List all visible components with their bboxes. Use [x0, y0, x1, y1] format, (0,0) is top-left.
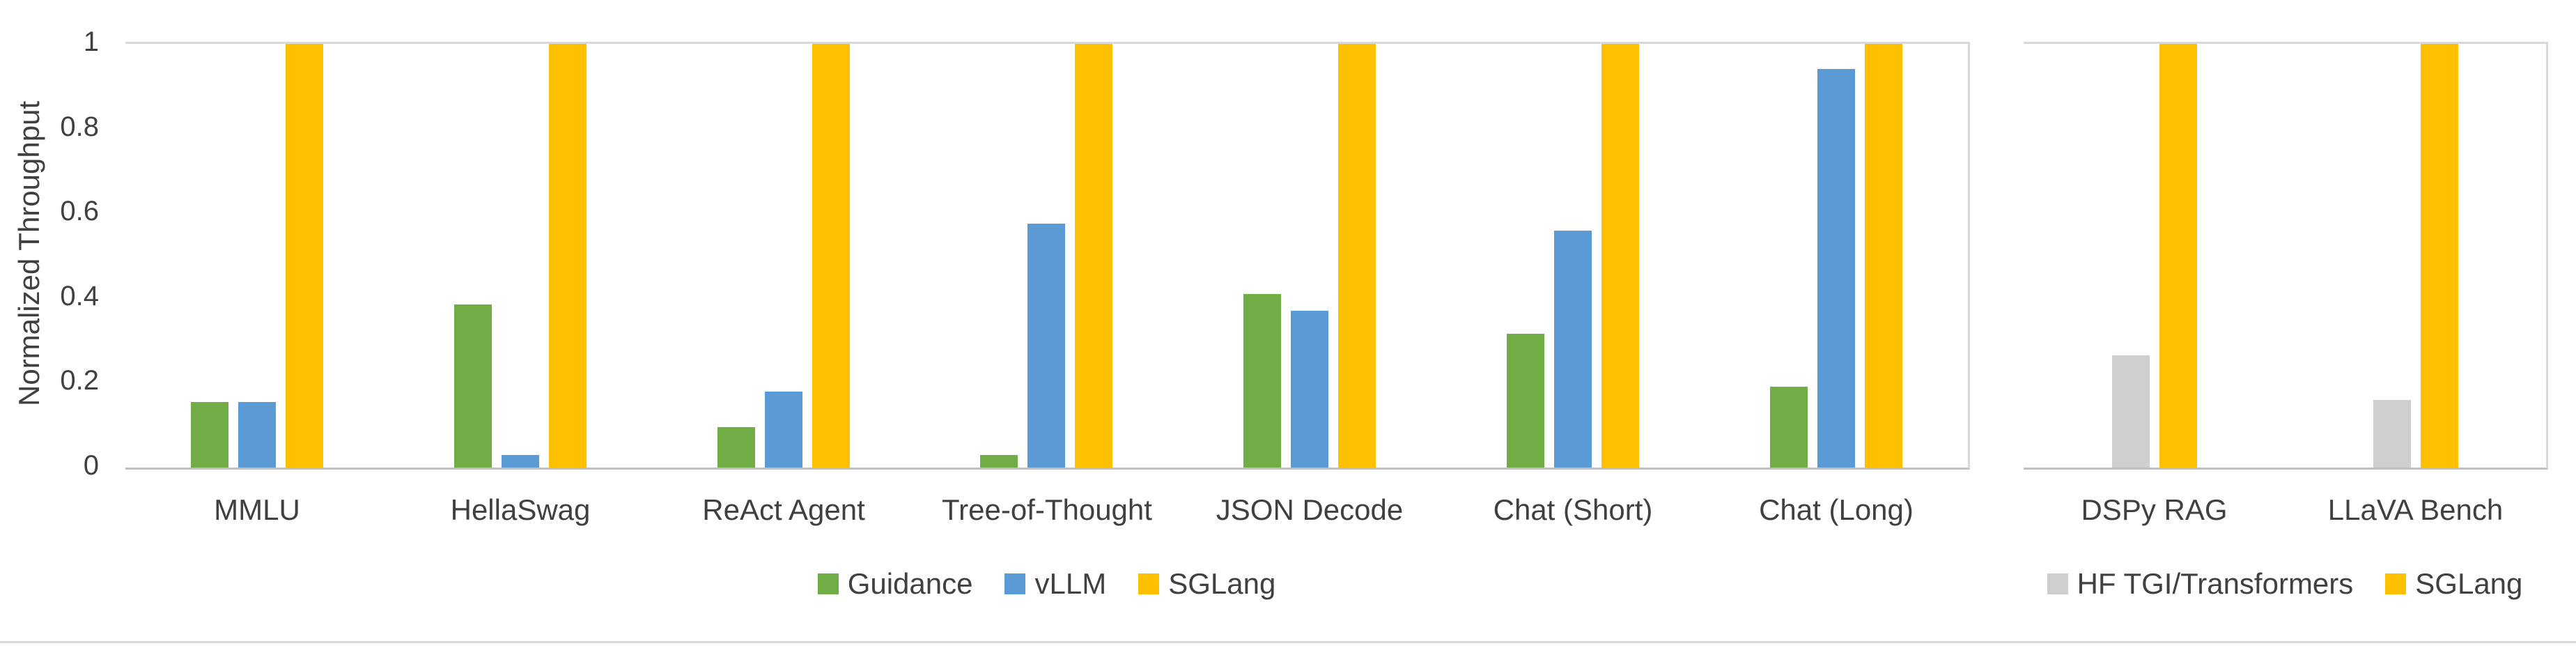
bar-guidance: [454, 304, 492, 468]
bar-sglang: [2421, 44, 2458, 468]
x-axis-label: LLaVA Bench: [2327, 493, 2504, 526]
y-tick-label: 0.4: [60, 281, 99, 311]
bar-sglang: [1075, 44, 1112, 468]
bar-sglang: [1865, 44, 1902, 468]
legend-item-guidance: Guidance: [817, 567, 973, 601]
bar-guidance: [1507, 334, 1544, 468]
bar-vllm: [1817, 69, 1855, 468]
bar-guidance: [1243, 294, 1281, 468]
y-tick-label: 0.6: [60, 196, 99, 226]
legend: Guidance vLLM SGLang: [125, 566, 1968, 602]
y-tick-label: 1: [83, 26, 99, 57]
bar-sglang: [1338, 44, 1376, 468]
y-axis-title: Normalized Throughput: [13, 100, 45, 407]
bottom-divider: [0, 641, 2576, 643]
bar-sglang: [286, 44, 323, 468]
plot-area: [2024, 42, 2548, 470]
bar-sglang: [812, 44, 850, 468]
bar-vllm: [1291, 311, 1328, 468]
bar-guidance: [1770, 387, 1808, 468]
bar-hf-tgi-transformers: [2112, 355, 2150, 468]
y-tick-label: 0.2: [60, 365, 99, 396]
x-axis-label: Chat (Short): [1493, 493, 1653, 526]
legend-item-vllm: vLLM: [1004, 567, 1106, 601]
bar-hf-tgi-transformers: [2373, 400, 2411, 468]
y-tick-label: 0: [83, 450, 99, 481]
legend-swatch: [1004, 573, 1026, 594]
bar-vllm: [765, 392, 802, 468]
bar-vllm: [502, 455, 539, 468]
y-tick-label: 0.8: [60, 111, 99, 142]
legend-swatch: [2385, 573, 2407, 594]
legend-label: SGLang: [2415, 567, 2523, 600]
bar-vllm: [1027, 224, 1065, 468]
legend-item-sglang: SGLang: [1138, 567, 1275, 601]
bar-guidance: [191, 402, 228, 468]
bar-sglang: [1601, 44, 1639, 468]
bar-guidance: [717, 427, 755, 468]
bar-vllm: [238, 402, 276, 468]
x-axis-label: DSPy RAG: [2081, 493, 2228, 526]
x-axis-label: ReAct Agent: [702, 493, 865, 526]
legend-item-sglang: SGLang: [2385, 567, 2522, 601]
legend-label: HF TGI/Transformers: [2077, 567, 2354, 600]
legend-label: Guidance: [847, 567, 973, 600]
legend-swatch: [817, 573, 839, 594]
plot-area: [125, 42, 1970, 470]
x-axis-label: JSON Decode: [1216, 493, 1404, 526]
bar-guidance: [980, 455, 1018, 468]
legend: HF TGI/Transformers SGLang: [2024, 566, 2546, 602]
x-axis-label: Chat (Long): [1759, 493, 1914, 526]
x-axis-label: HellaSwag: [450, 493, 591, 526]
legend-label: SGLang: [1168, 567, 1276, 600]
bar-vllm: [1554, 231, 1592, 468]
legend-swatch: [1138, 573, 1160, 594]
legend-swatch: [2047, 573, 2068, 594]
bar-sglang: [2159, 44, 2197, 468]
legend-item-hf-tgi-transformers: HF TGI/Transformers: [2047, 567, 2354, 601]
x-axis-label: Tree-of-Thought: [942, 493, 1152, 526]
bar-sglang: [549, 44, 587, 468]
x-axis-label: MMLU: [214, 493, 300, 526]
legend-label: vLLM: [1034, 567, 1107, 600]
